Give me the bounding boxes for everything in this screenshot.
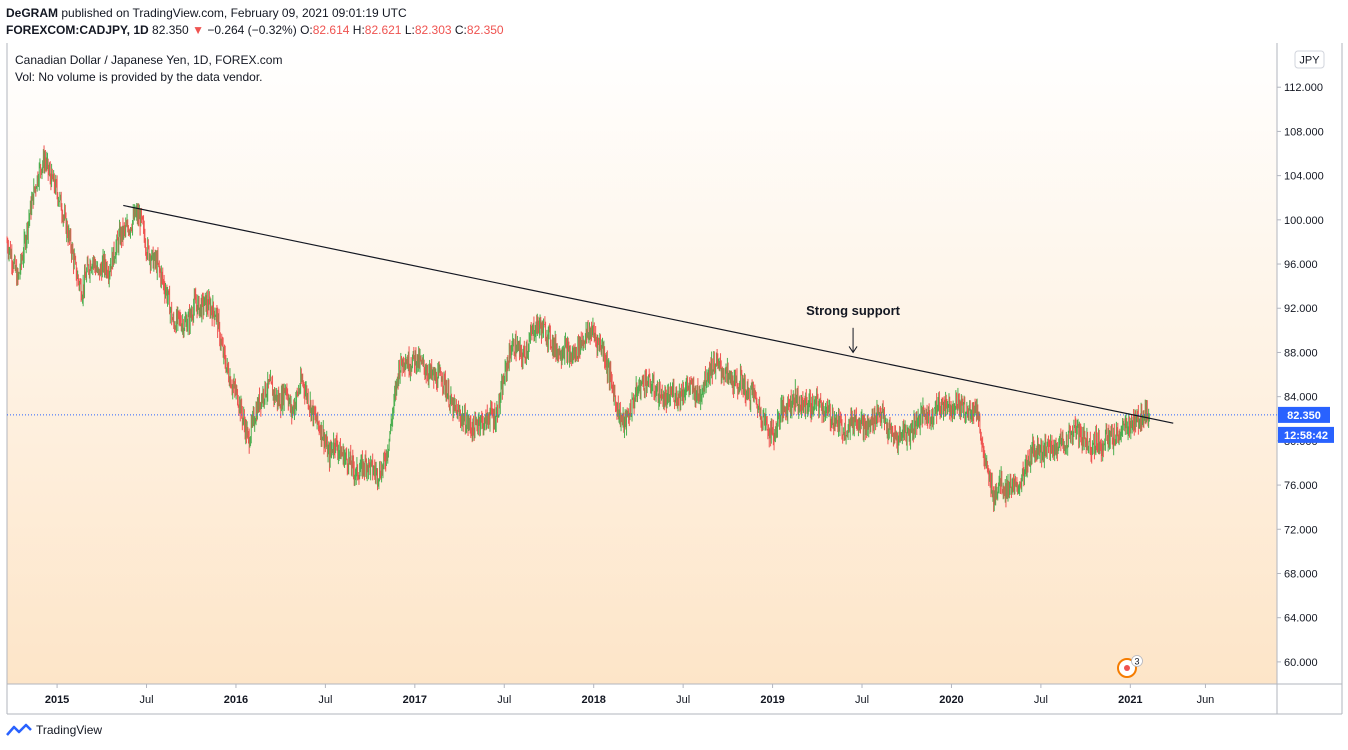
legend-volume-note: Vol: No volume is provided by the data v…: [15, 70, 262, 84]
events-dot-icon: [1124, 665, 1130, 671]
events-count-bubble: [1131, 655, 1143, 667]
currency-badge-label: JPY: [1299, 55, 1320, 67]
price-axis-ticks: 112.000 108.000 104.000 100.000 96.000 92.000…: [1277, 82, 1324, 669]
change-down-icon: ▼: [192, 23, 204, 37]
y-tick-label: 96.000: [1284, 259, 1318, 271]
x-tick-label: Jul: [497, 694, 511, 706]
y-tick-label: 104.000: [1284, 171, 1324, 183]
y-tick-label: 76.000: [1284, 480, 1318, 492]
x-tick-label: Jul: [676, 694, 690, 706]
last-price-tag: [1278, 406, 1330, 423]
low-label: L:: [404, 23, 415, 37]
price-change: −0.264 (−0.32%): [207, 23, 297, 37]
y-tick-label: 84.000: [1284, 392, 1318, 404]
symbol-name: FOREXCOM:CADJPY, 1D: [6, 23, 149, 37]
publisher-line: DeGRAM published on TradingView.com, Feb…: [6, 5, 504, 22]
countdown-tag: [1278, 426, 1334, 443]
open-label: O:: [300, 23, 313, 37]
x-tick-label: 2020: [939, 694, 963, 706]
annotation-strong-support[interactable]: Strong support: [806, 303, 901, 318]
x-tick-label: Jul: [855, 694, 869, 706]
tradingview-logo-icon: [6, 723, 32, 736]
last-price-tag-label: 82.350: [1287, 410, 1321, 422]
high-label: H:: [352, 23, 365, 37]
footer-branding[interactable]: TradingView: [6, 723, 102, 737]
last-price: 82.350: [152, 23, 189, 37]
y-tick-label: 92.000: [1284, 303, 1318, 315]
symbol-line: FOREXCOM:CADJPY, 1D 82.350 ▼ −0.264 (−0.…: [6, 22, 504, 39]
x-tick-label: 2015: [45, 694, 69, 706]
y-tick-label: 88.000: [1284, 347, 1318, 359]
x-tick-label: 2021: [1118, 694, 1142, 706]
low-value: 82.303: [414, 23, 452, 37]
x-tick-label: Jul: [1034, 694, 1048, 706]
y-tick-label: 112.000: [1284, 82, 1323, 94]
time-axis-ticks: 2015 Jul 2016 Jul 2017 Jul 2018 Jul 2019 Jul 2020 J…: [45, 684, 1214, 706]
y-tick-label: 100.000: [1284, 215, 1324, 227]
publish-info: published on TradingView.com, February 0…: [61, 6, 407, 20]
y-tick-label: 60.000: [1284, 657, 1318, 669]
events-count: 3: [1134, 657, 1139, 667]
legend-title: Canadian Dollar / Japanese Yen, 1D, FORE…: [15, 53, 282, 67]
y-tick-label: 68.000: [1284, 568, 1318, 580]
x-tick-label: 2016: [224, 694, 248, 706]
x-tick-label: 2018: [581, 694, 605, 706]
plot-area[interactable]: [7, 43, 1277, 684]
close-label: C:: [454, 23, 467, 37]
high-value: 82.621: [364, 23, 402, 37]
x-tick-label: 2017: [403, 694, 427, 706]
author-name[interactable]: DeGRAM: [6, 6, 59, 20]
x-tick-label: Jul: [318, 694, 332, 706]
countdown-tag-label: 12:58:42: [1284, 430, 1328, 442]
y-tick-label: 72.000: [1284, 524, 1318, 536]
x-tick-label: Jun: [1197, 694, 1215, 706]
y-tick-label: 108.000: [1284, 126, 1324, 138]
footer-brand-label: TradingView: [36, 723, 103, 737]
x-tick-label: 2019: [760, 694, 784, 706]
price-chart[interactable]: 112.000 108.000 104.000 100.000 96.000 92.000…: [0, 0, 1348, 722]
events-badge[interactable]: 3: [1117, 655, 1143, 678]
support-trendline[interactable]: [123, 204, 1174, 424]
close-value: 82.350: [466, 23, 504, 37]
currency-badge[interactable]: [1294, 50, 1325, 69]
y-tick-label: 64.000: [1284, 613, 1318, 625]
x-tick-label: Jul: [139, 694, 153, 706]
arrow-down-icon: [848, 346, 858, 354]
candlestick-series: [6, 145, 1150, 512]
open-value: 82.614: [312, 23, 350, 37]
